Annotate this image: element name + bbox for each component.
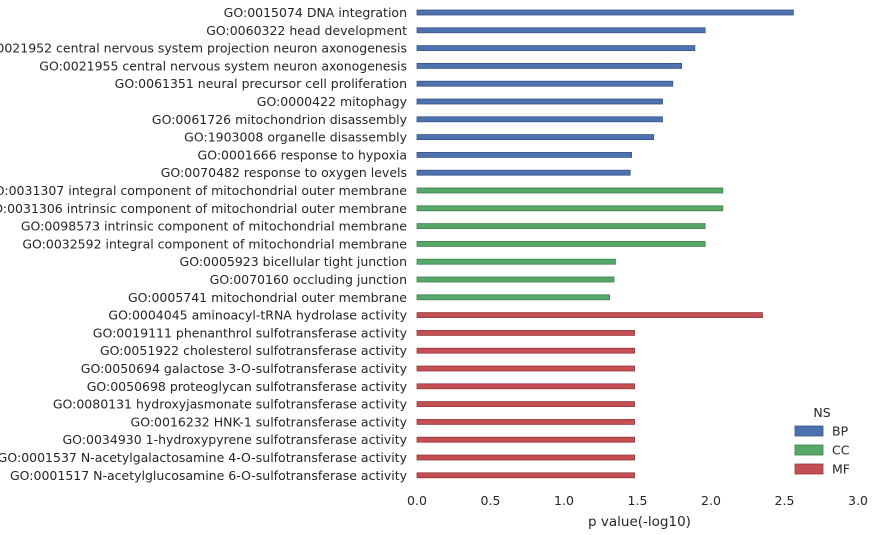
legend-label: MF xyxy=(832,462,850,477)
category-label: GO:0098573 intrinsic component of mitoch… xyxy=(21,219,407,234)
category-label: GO:0070482 response to oxygen levels xyxy=(161,165,407,180)
category-labels: GO:0015074 DNA integration GO:0060322 hea… xyxy=(0,5,408,483)
category-label: GO:0031307 integral component of mitocho… xyxy=(0,183,407,198)
category-label: GO:0060322 head development xyxy=(206,23,407,38)
category-label: GO:0032592 integral component of mitocho… xyxy=(22,236,407,251)
x-tick-label: 2.0 xyxy=(701,493,721,508)
x-tick-label: 0.5 xyxy=(481,493,501,508)
bar-bp xyxy=(416,63,683,69)
legend-label: BP xyxy=(832,424,849,439)
category-label: GO:0000422 mitophagy xyxy=(257,94,408,109)
bar-cc xyxy=(416,187,724,194)
legend-swatch-bp xyxy=(794,425,824,437)
bar-cc xyxy=(416,276,615,283)
bar-cc xyxy=(416,258,616,265)
category-label: GO:0031306 intrinsic component of mitoch… xyxy=(0,201,407,216)
bars xyxy=(416,9,794,479)
category-label: GO:0001666 response to hypoxia xyxy=(198,147,407,162)
category-label: GO:0001517 N-acetylglucosamine 6-O-sulfo… xyxy=(10,468,408,483)
bar-cc xyxy=(416,294,610,301)
bar-mf xyxy=(416,347,635,354)
category-label: GO:0051922 cholesterol sulfotransferase … xyxy=(100,343,408,358)
bar-mf xyxy=(416,365,635,372)
category-label: GO:0021952 central nervous system projec… xyxy=(0,41,407,56)
bar-cc xyxy=(416,240,706,247)
bar-bp xyxy=(416,80,674,87)
category-label: GO:0004045 aminoacyl-tRNA hydrolase acti… xyxy=(108,308,407,323)
x-tick-label: 1.5 xyxy=(628,493,648,508)
x-axis-ticks: 0.0 0.5 1.0 1.5 2.0 2.5 3.0 xyxy=(407,493,868,508)
category-label: GO:0005741 mitochondrial outer membrane xyxy=(128,290,407,305)
x-tick-label: 0.0 xyxy=(407,493,427,508)
category-label: GO:0061726 mitochondrion disassembly xyxy=(152,112,408,127)
bar-mf xyxy=(416,472,635,479)
category-label: GO:0015074 DNA integration xyxy=(224,5,407,20)
category-label: GO:0005923 bicellular tight junction xyxy=(180,254,407,269)
category-label: GO:0050698 proteoglycan sulfotransferase… xyxy=(87,379,408,394)
x-axis-label: p value(-log10) xyxy=(588,514,691,530)
bar-bp xyxy=(416,116,663,123)
category-label: GO:0080131 hydroxyjasmonate sulfotransfe… xyxy=(53,397,408,412)
legend-title: NS xyxy=(813,405,830,420)
category-label: GO:0016232 HNK-1 sulfotransferase activi… xyxy=(131,414,408,429)
bar-bp xyxy=(416,134,655,141)
legend-label: CC xyxy=(832,443,850,458)
bar-bp xyxy=(416,27,706,34)
category-label: GO:0034930 1-hydroxypyrene sulfotransfer… xyxy=(62,432,407,447)
x-tick-label: 1.0 xyxy=(554,493,574,508)
bar-mf xyxy=(416,401,635,408)
category-label: GO:0050694 galactose 3-O-sulfotransferas… xyxy=(81,361,408,376)
bar-mf xyxy=(416,436,635,443)
legend-swatch-cc xyxy=(794,444,824,456)
bar-bp xyxy=(416,45,696,51)
category-label: GO:0019111 phenanthrol sulfotransferase … xyxy=(93,325,408,340)
category-label: GO:0021955 central nervous system neuron… xyxy=(39,58,407,73)
bar-mf xyxy=(416,383,635,390)
bar-bp xyxy=(416,98,663,105)
bar-bp xyxy=(416,151,633,158)
legend-swatch-mf xyxy=(794,463,824,475)
category-label: GO:0070160 occluding junction xyxy=(210,272,407,287)
bar-mf xyxy=(416,329,635,336)
legend-entries: BP CC MF xyxy=(794,424,850,477)
bar-bp xyxy=(416,9,794,16)
bar-cc xyxy=(416,205,724,212)
category-label: GO:0001537 N-acetylgalactosamine 4-O-sul… xyxy=(0,450,408,465)
category-label: GO:1903008 organelle disassembly xyxy=(184,130,407,145)
legend: NS BP CC MF xyxy=(794,405,850,477)
bar-mf xyxy=(416,418,635,425)
x-tick-label: 2.5 xyxy=(775,493,795,508)
bar-mf xyxy=(416,312,763,319)
bar-mf xyxy=(416,454,635,461)
bar-bp xyxy=(416,169,631,176)
bar-cc xyxy=(416,223,706,230)
category-label: GO:0061351 neural precursor cell prolife… xyxy=(115,76,407,91)
x-tick-label: 3.0 xyxy=(848,493,868,508)
